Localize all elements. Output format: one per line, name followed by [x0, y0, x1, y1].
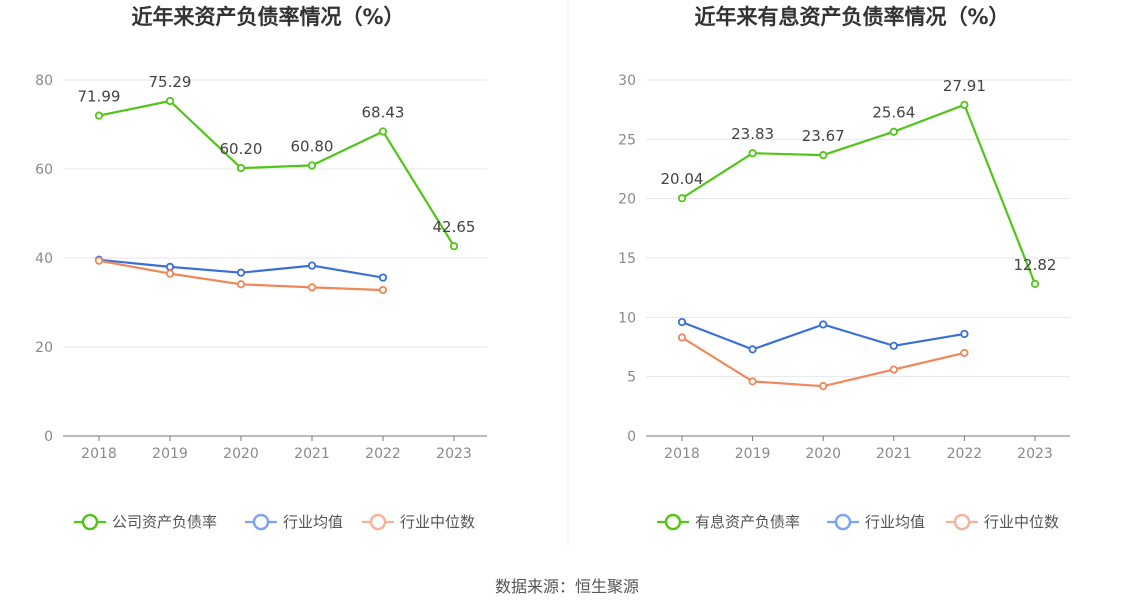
data-point	[236, 268, 246, 277]
y-tick-label: 25	[618, 132, 636, 148]
data-point	[677, 194, 687, 203]
legend-label: 行业均值	[283, 513, 343, 531]
x-tick-label: 2019	[152, 446, 188, 462]
data-label: 42.65	[433, 218, 476, 236]
legend-marker	[834, 513, 852, 531]
data-point	[165, 262, 175, 271]
data-point	[677, 317, 687, 327]
data-point	[165, 96, 175, 106]
data-point	[960, 329, 969, 339]
y-tick-label: 20	[618, 192, 636, 208]
data-point	[819, 320, 828, 329]
chart-title: 近年来有息资产负债率情况（%）	[694, 5, 1009, 29]
chart-title: 近年来资产负债率情况（%）	[131, 5, 404, 29]
data-point	[748, 377, 757, 386]
data-label: 23.83	[731, 125, 774, 143]
data-point	[165, 269, 175, 278]
data-label: 25.64	[872, 104, 915, 122]
x-tick-label: 2022	[365, 446, 401, 462]
y-tick-label: 0	[44, 429, 53, 445]
data-point	[94, 111, 104, 120]
y-tick-label: 0	[627, 429, 636, 445]
data-point	[307, 161, 317, 170]
x-tick-label: 2020	[223, 446, 259, 462]
source-label: 数据来源：恒生聚源	[495, 577, 639, 596]
data-label: 27.91	[943, 77, 986, 95]
data-point	[236, 280, 246, 289]
legend-label: 公司资产负债率	[112, 513, 217, 531]
data-label: 20.04	[661, 170, 704, 188]
data-point	[960, 348, 969, 358]
legend-marker	[369, 513, 387, 531]
data-label: 60.80	[291, 137, 334, 155]
y-tick-label: 20	[35, 340, 53, 356]
data-point	[748, 149, 757, 158]
legend-marker	[81, 513, 99, 531]
legend-marker	[953, 513, 971, 531]
data-point	[889, 127, 898, 136]
legend-marker	[252, 513, 270, 531]
data-point	[748, 345, 757, 354]
data-point	[819, 151, 828, 160]
legend-label: 行业中位数	[984, 513, 1059, 531]
legend-label: 有息资产负债率	[695, 513, 800, 531]
data-point	[449, 242, 459, 251]
data-point	[378, 127, 388, 136]
chart-debt-ratio: 近年来资产负债率情况（%） 0 20 40 60 80 2018 2019 2020 2021 20…	[35, 5, 487, 531]
y-tick-label: 5	[627, 370, 636, 386]
y-tick-label: 30	[618, 73, 636, 89]
x-tick-label: 2022	[947, 446, 983, 462]
data-point	[307, 261, 317, 270]
data-label: 60.20	[220, 140, 263, 158]
x-tick-label: 2023	[1017, 446, 1053, 462]
x-tick-label: 2023	[436, 446, 472, 462]
x-tick-label: 2021	[876, 446, 912, 462]
data-label: 75.29	[149, 73, 192, 91]
legend-label: 行业均值	[865, 513, 925, 531]
x-tick-label: 2020	[805, 446, 841, 462]
data-point	[677, 333, 687, 342]
x-tick-label: 2018	[81, 446, 117, 462]
x-tick-label: 2021	[294, 446, 330, 462]
x-tick-label: 2018	[664, 446, 700, 462]
data-point	[378, 273, 388, 282]
data-point	[236, 164, 246, 173]
data-label: 71.99	[78, 88, 121, 106]
data-point	[94, 256, 104, 265]
series-line	[98, 99, 455, 247]
chart-interest-debt-ratio: 近年来有息资产负债率情况（%） 0 5 10 15 20 25 30 2018 2019 2020 2…	[618, 5, 1070, 531]
data-point	[889, 341, 898, 350]
legend-marker	[664, 513, 682, 531]
series-line	[681, 336, 965, 388]
data-point	[1030, 279, 1040, 288]
data-point	[889, 365, 898, 374]
y-tick-label: 80	[35, 73, 53, 89]
y-tick-label: 40	[35, 251, 53, 267]
y-tick-label: 15	[618, 251, 636, 267]
data-label: 23.67	[802, 127, 845, 145]
data-point	[307, 283, 317, 292]
data-point	[378, 285, 388, 295]
legend-label: 行业中位数	[400, 513, 475, 531]
y-tick-label: 60	[35, 162, 53, 178]
data-point	[960, 100, 969, 109]
series-line	[681, 103, 1037, 285]
data-label: 12.82	[1014, 256, 1057, 274]
data-point	[819, 382, 828, 391]
data-label: 68.43	[362, 103, 405, 121]
y-tick-label: 10	[618, 310, 636, 326]
x-tick-label: 2019	[735, 446, 771, 462]
